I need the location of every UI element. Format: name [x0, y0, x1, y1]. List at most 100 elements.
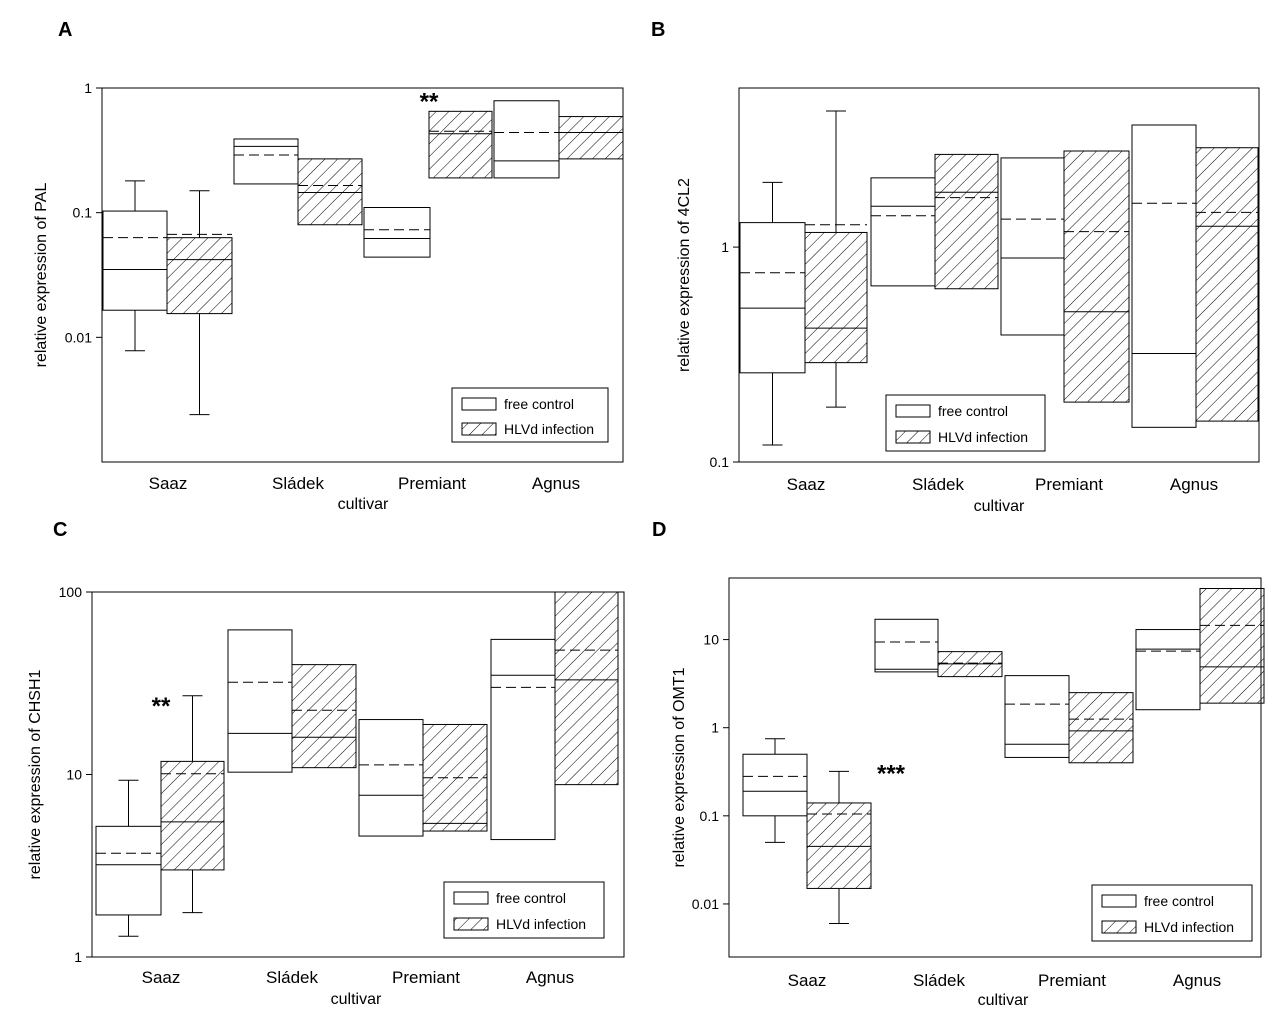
box-iqr: [490, 638, 556, 841]
x-category-label: Premiant: [398, 474, 466, 493]
box-control: [493, 100, 560, 179]
box-iqr: [227, 629, 293, 773]
box-control: [95, 779, 162, 937]
box-iqr: [934, 153, 999, 290]
box-iqr: [739, 222, 806, 374]
significance-mark: **: [152, 693, 171, 720]
y-tick-label: 0.1: [700, 808, 720, 824]
box-infected: [1063, 150, 1130, 403]
box-infected: [422, 723, 488, 832]
box-iqr: [358, 719, 424, 837]
y-tick-label: 1: [74, 949, 82, 965]
x-axis-title: cultivar: [974, 498, 1025, 515]
box-iqr: [804, 231, 868, 364]
box-infected: [1195, 147, 1259, 422]
plot-frame: [738, 87, 1260, 463]
x-category-label: Sládek: [266, 968, 318, 987]
y-axis-title: relative expression of CHSH1: [27, 669, 44, 879]
legend-label-infected: HLVd infection: [938, 429, 1028, 445]
box-control: [1004, 675, 1070, 758]
box-control: [227, 629, 293, 773]
panel-letter: A: [58, 19, 72, 41]
panel-c: C 100 10 1 relative expression of CHSH1 Saaz S…: [27, 519, 625, 1008]
box-control: [1000, 157, 1065, 336]
x-category-label: Saaz: [788, 971, 827, 990]
box-control: [102, 180, 168, 352]
x-category-label: Agnus: [532, 474, 580, 493]
legend-swatch-control: [895, 404, 931, 418]
box-control: [1135, 629, 1201, 711]
legend-swatch-control: [453, 891, 489, 905]
box-iqr: [1131, 124, 1197, 428]
box-iqr: [742, 753, 808, 817]
x-category-label: Saaz: [142, 968, 181, 987]
y-axis-title: relative expression of OMT1: [671, 667, 688, 867]
y-axis-title: relative expression of PAL: [33, 183, 50, 368]
legend: free control HLVd infection: [443, 881, 605, 939]
box-iqr: [428, 110, 493, 179]
box-iqr: [297, 158, 363, 226]
y-tick-label: 0.01: [692, 896, 719, 912]
significance-mark: ***: [877, 760, 906, 787]
box-control: [490, 638, 556, 841]
box-iqr: [102, 210, 168, 311]
box-infected: [160, 695, 225, 914]
panel-b: B 1 0.1 relative expression of 4CL2 Saaz Slád…: [651, 19, 1260, 515]
box-iqr: [558, 116, 624, 160]
legend-label-control: free control: [496, 890, 566, 906]
y-tick-label: 1: [711, 720, 719, 736]
box-infected: [166, 190, 233, 416]
y-tick-label: 0.1: [73, 205, 93, 221]
box-iqr: [291, 664, 357, 769]
box-infected: [1199, 588, 1265, 704]
box-control: [870, 177, 936, 287]
box-iqr: [806, 802, 872, 889]
box-iqr: [870, 177, 936, 287]
x-category-label: Sládek: [912, 475, 964, 494]
plot-frame: [728, 577, 1262, 958]
panel-a: A 1 0.1 0.01 relative expression of PAL Saaz S…: [33, 19, 624, 513]
box-iqr: [1195, 147, 1259, 422]
box-control: [739, 181, 806, 446]
legend-label-infected: HLVd infection: [1144, 919, 1234, 935]
box-control: [1131, 124, 1197, 428]
x-category-label: Premiant: [1035, 475, 1103, 494]
legend: free control HLVd infection: [451, 387, 609, 443]
box-control: [363, 207, 431, 258]
x-category-label: Sládek: [913, 971, 965, 990]
box-control: [874, 618, 939, 673]
y-tick-label: 100: [59, 584, 83, 600]
legend-swatch-infected: [895, 430, 931, 444]
panel-letter: C: [53, 519, 67, 541]
panel-letter: B: [651, 19, 665, 41]
y-tick-label: 10: [703, 632, 719, 648]
box-iqr: [1063, 150, 1130, 403]
legend-label-infected: HLVd infection: [496, 916, 586, 932]
box-infected: [297, 158, 363, 226]
legend-swatch-control: [461, 397, 497, 411]
box-infected: [291, 664, 357, 769]
plot-frame: [101, 87, 624, 463]
x-category-label: Agnus: [1170, 475, 1218, 494]
panel-letter: D: [652, 519, 666, 541]
box-infected: [428, 110, 493, 179]
box-iqr: [1000, 157, 1065, 336]
x-category-label: Sládek: [272, 474, 324, 493]
y-tick-label: 10: [66, 767, 82, 783]
legend-swatch-infected: [1101, 920, 1137, 934]
legend-label-control: free control: [504, 396, 574, 412]
box-infected: [554, 591, 619, 786]
y-tick-label: 0.1: [710, 454, 730, 470]
box-iqr: [1068, 692, 1134, 764]
box-iqr: [160, 760, 225, 871]
legend-swatch-control: [1101, 894, 1137, 908]
box-iqr: [166, 237, 233, 315]
box-iqr: [95, 825, 162, 916]
x-category-label: Saaz: [149, 474, 188, 493]
y-tick-label: 1: [84, 80, 92, 96]
box-iqr: [554, 591, 619, 786]
x-axis-title: cultivar: [331, 991, 382, 1008]
box-infected: [937, 651, 1003, 678]
x-category-label: Agnus: [1173, 971, 1221, 990]
